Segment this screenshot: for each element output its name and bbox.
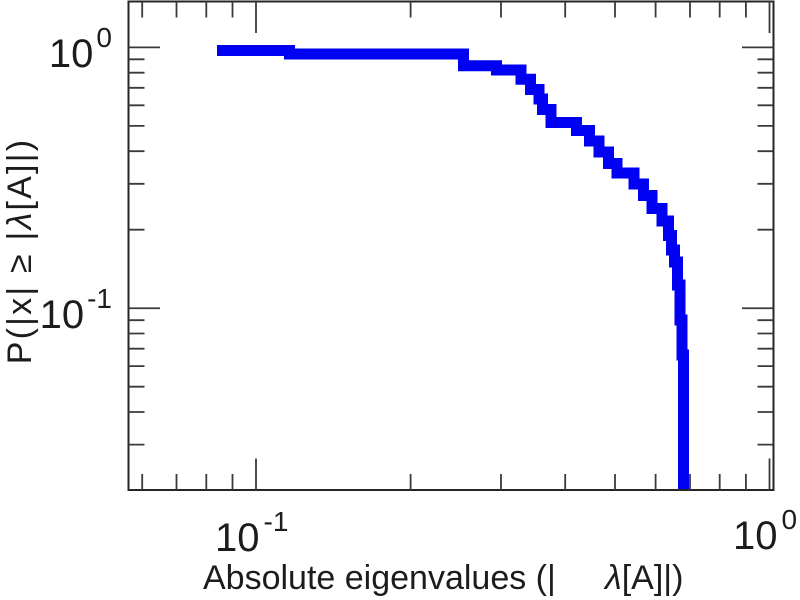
svg-text:Absolute eigenvalues (|: Absolute eigenvalues (| xyxy=(203,559,556,597)
svg-text:P(|x| ≥ |λ[A]|): P(|x| ≥ |λ[A]|) xyxy=(1,138,39,365)
svg-text:λ[A]|): λ[A]|) xyxy=(603,559,683,597)
